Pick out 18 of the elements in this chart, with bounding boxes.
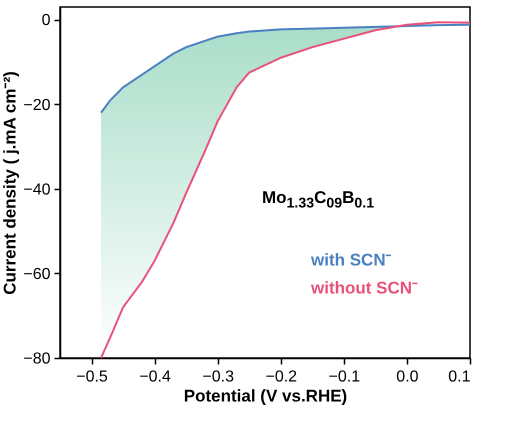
y-tick-label: −80 <box>23 350 51 368</box>
y-axis-title: Current density ( j.mA cm⁻²) <box>0 71 20 295</box>
x-tick-label: 0.1 <box>448 368 471 386</box>
line-series <box>100 24 471 114</box>
x-tick-label: −0.1 <box>328 368 360 386</box>
annotation: Mo$_{1.33}$C$_{09}$B$_{0.1}$ <box>262 188 374 212</box>
y-tick-label: −40 <box>23 181 51 198</box>
y-tick-label: −20 <box>23 96 51 114</box>
x-tick-label: −0.3 <box>202 368 234 386</box>
text: without SCN⁻ <box>310 278 418 298</box>
x-tick-label: 0.0 <box>396 368 419 386</box>
x-tick-label: −0.2 <box>265 368 298 386</box>
text: with SCN⁻ <box>310 250 392 270</box>
y-tick-label: −60 <box>23 266 51 283</box>
x-tick-label: −0.5 <box>76 368 108 386</box>
x-axis-title: Potential (V vs.RHE) <box>184 386 348 406</box>
y-tick-label: 0 <box>42 12 51 30</box>
x-tick-label: −0.4 <box>139 368 172 386</box>
